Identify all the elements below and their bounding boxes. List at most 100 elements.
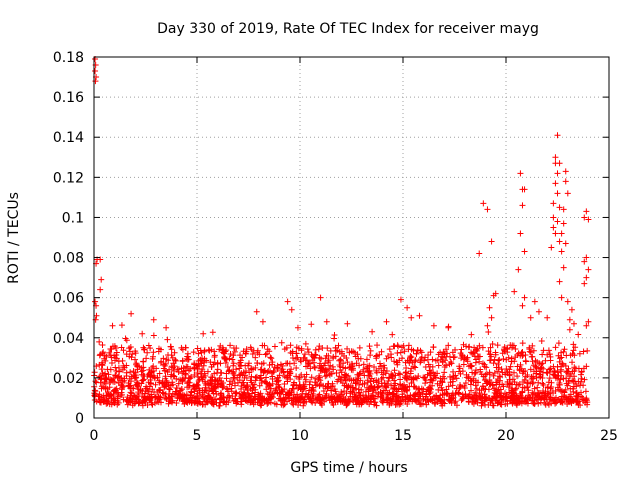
data-point [439,402,446,409]
data-point [253,308,260,315]
data-point [472,391,479,398]
data-point [125,379,132,386]
data-point [493,381,500,388]
data-point [278,388,285,395]
data-point [569,397,576,404]
data-point [92,78,99,85]
data-point [169,399,176,406]
y-tick-labels: 0 0.02 0.04 0.06 0.08 0.1 0.12 0.14 0.16 0.18 [53,50,84,427]
data-point [317,294,324,301]
data-point [254,359,261,366]
data-point [583,363,590,370]
data-point [446,353,453,360]
data-point [262,351,269,358]
data-point [425,352,432,359]
data-point [517,170,524,177]
data-point [208,363,215,370]
data-point [150,367,157,374]
data-point [179,370,186,377]
data-point [539,351,546,358]
data-point [469,350,476,357]
y-tick-label: 0.04 [53,331,84,347]
data-point [484,322,491,329]
data-point [560,375,567,382]
data-point [140,358,147,365]
data-point [389,331,396,338]
data-point [418,349,425,356]
data-point [252,354,259,361]
data-point [221,353,228,360]
data-point [368,392,375,399]
data-point [448,360,455,367]
data-point [356,381,363,388]
data-point [97,256,104,263]
data-point [565,378,572,385]
data-point [252,386,259,393]
data-point [483,370,490,377]
y-tick-label: 0.12 [53,170,84,186]
data-point [293,344,300,351]
data-point [486,369,493,376]
data-point [301,351,308,358]
data-point [105,397,112,404]
data-point [183,355,190,362]
data-point [250,401,257,408]
data-point [317,377,324,384]
data-point [317,399,324,406]
data-point [529,353,536,360]
data-point [566,316,573,323]
data-point [226,367,233,374]
data-point [101,398,108,405]
data-point [168,352,175,359]
data-point [554,384,561,391]
data-point [231,348,238,355]
data-point [407,354,414,361]
data-point [156,370,163,377]
data-point [317,360,324,367]
data-point [195,357,202,364]
data-point [555,352,562,359]
data-point [465,375,472,382]
data-point [281,373,288,380]
data-point [546,375,553,382]
data-point [286,372,293,379]
data-point [175,366,182,373]
data-point [318,355,325,362]
data-point [294,391,301,398]
data-point [495,386,502,393]
data-point [332,353,339,360]
data-point [249,390,256,397]
data-point [265,399,272,406]
data-point [141,346,148,353]
data-point [306,396,313,403]
data-point [554,190,561,197]
data-point [452,391,459,398]
data-point [384,380,391,387]
data-point [567,385,574,392]
data-point [128,385,135,392]
y-tick-label: 0.18 [53,50,84,66]
data-point [531,298,538,305]
data-point [278,367,285,374]
data-point [434,395,441,402]
data-point [574,397,581,404]
data-point [385,378,392,385]
data-point [520,368,527,375]
data-point [532,357,539,364]
data-point [521,385,528,392]
data-point [581,280,588,287]
data-point [578,369,585,376]
data-point [247,399,254,406]
data-point [293,365,300,372]
data-point [162,391,169,398]
data-point [391,377,398,384]
data-point [455,368,462,375]
data-point [363,365,370,372]
data-point [185,374,192,381]
data-point [375,391,382,398]
data-point [214,366,221,373]
data-point [378,393,385,400]
data-point [168,393,175,400]
data-point [491,369,498,376]
data-point [458,346,465,353]
